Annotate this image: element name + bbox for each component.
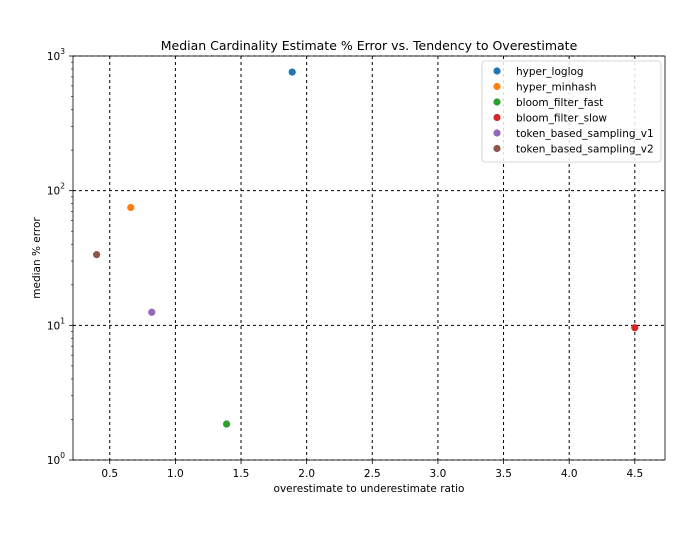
legend-marker	[493, 129, 501, 137]
legend: hyper_loglog hyper_minhash bloom_filter_fa…	[481, 60, 662, 163]
legend-label: hyper_loglog	[516, 66, 584, 78]
x-tick-label: 1.0	[167, 468, 184, 480]
data-point	[148, 308, 156, 316]
data-point	[93, 251, 101, 259]
plot-frame	[72, 55, 666, 461]
x-tick-label: 4.0	[561, 468, 578, 480]
data-point	[127, 203, 135, 212]
y-tick-label: 101	[47, 316, 65, 332]
x-tick-label: 2.5	[364, 468, 381, 480]
y-axis-ticks: 100 101 102 103	[47, 47, 73, 467]
legend-label: hyper_minhash	[516, 82, 597, 94]
legend-marker	[493, 67, 501, 75]
y-tick-label: 100	[47, 451, 65, 467]
legend-box	[481, 60, 662, 163]
legend-label: bloom_filter_fast	[516, 97, 603, 109]
x-tick-label: 0.5	[101, 468, 118, 480]
data-points	[93, 68, 639, 428]
x-tick-label: 1.5	[233, 468, 250, 480]
x-tick-label: 4.5	[626, 468, 643, 480]
data-point	[222, 420, 231, 428]
legend-label: token_based_sampling_v1	[516, 128, 654, 140]
y-tick-label: 102	[47, 182, 65, 198]
y-axis-label: median % error	[31, 217, 43, 299]
legend-label: bloom_filter_slow	[516, 113, 607, 125]
legend-marker	[493, 113, 501, 122]
x-tick-label: 3.0	[430, 468, 447, 480]
legend-marker	[493, 144, 501, 153]
data-point	[631, 324, 639, 332]
x-tick-label: 3.5	[495, 468, 512, 480]
legend-marker	[493, 98, 501, 106]
x-tick-label: 2.0	[298, 468, 315, 480]
data-point	[288, 68, 296, 76]
legend-marker	[493, 82, 501, 91]
chart-title: Median Cardinality Estimate % Error vs. …	[161, 38, 578, 53]
x-axis-ticks: 0.5 1.0 1.5 2.0 2.5 3.0 3.5 4.0 4.5	[101, 460, 643, 480]
y-tick-label: 103	[47, 47, 65, 63]
legend-label: token_based_sampling_v2	[516, 144, 654, 156]
x-axis-label: overestimate to underestimate ratio	[274, 483, 465, 495]
